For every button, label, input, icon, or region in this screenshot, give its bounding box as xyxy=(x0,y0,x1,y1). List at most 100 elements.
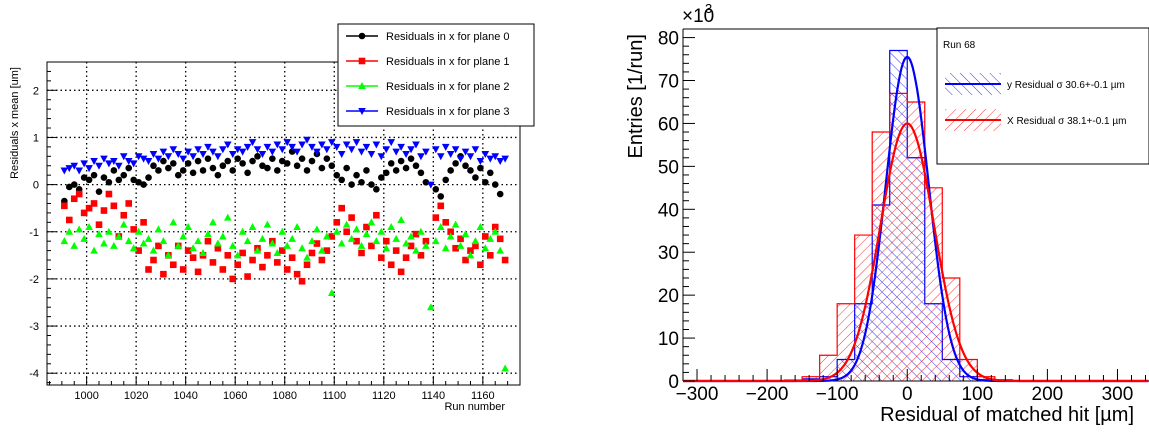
data-point xyxy=(106,191,113,198)
data-point xyxy=(319,257,326,264)
data-point xyxy=(91,200,98,207)
data-point xyxy=(205,238,212,245)
y-tick-label: -1 xyxy=(29,227,39,239)
data-point xyxy=(294,271,301,278)
data-point xyxy=(487,170,494,177)
data-point xyxy=(234,261,241,268)
data-point xyxy=(274,259,281,266)
data-point xyxy=(319,165,326,172)
histogram-bar xyxy=(942,278,960,381)
y-tick-label: -3 xyxy=(29,321,39,333)
histogram-bar xyxy=(907,102,925,381)
data-point xyxy=(467,167,474,174)
data-point xyxy=(170,160,177,167)
data-point xyxy=(393,247,400,254)
data-point xyxy=(71,181,78,188)
data-point xyxy=(492,181,499,188)
data-point xyxy=(462,162,469,169)
y-tick-label: 1 xyxy=(33,132,39,144)
data-point xyxy=(359,33,366,40)
data-point xyxy=(393,167,400,174)
data-point xyxy=(447,167,454,174)
data-point xyxy=(175,172,182,179)
y-tick-label: 20 xyxy=(658,286,679,307)
y-tick-label: -4 xyxy=(29,368,39,380)
x-axis-label: Run number xyxy=(444,401,505,413)
data-point xyxy=(378,174,385,181)
legend-label: X Residual σ 38.1+-0.1 µm xyxy=(1007,116,1127,127)
data-point xyxy=(437,193,444,200)
data-point xyxy=(289,254,296,261)
data-point xyxy=(482,233,489,240)
data-point xyxy=(284,160,291,167)
legend-label: Residuals in x for plane 3 xyxy=(386,106,510,118)
data-point xyxy=(165,165,172,172)
data-point xyxy=(150,257,157,264)
x-tick-label: −100 xyxy=(816,384,859,405)
x-tick-label: −200 xyxy=(746,384,789,405)
data-point xyxy=(338,205,345,212)
data-point xyxy=(96,188,103,195)
x-tick-label: 1120 xyxy=(372,390,396,402)
data-point xyxy=(234,155,241,162)
data-point xyxy=(106,179,113,186)
x-axis-label: Residual of matched hit [µm] xyxy=(880,404,1134,426)
x-tick-label: 1000 xyxy=(74,390,98,402)
data-point xyxy=(324,155,331,162)
data-point xyxy=(96,221,103,228)
data-point xyxy=(86,177,93,184)
data-point xyxy=(215,172,222,179)
data-point xyxy=(185,160,192,167)
data-point xyxy=(264,165,271,172)
data-point xyxy=(200,167,207,174)
x-tick-label: −300 xyxy=(676,384,719,405)
data-point xyxy=(244,170,251,177)
x-tick-label: 300 xyxy=(1102,384,1134,405)
data-point xyxy=(403,165,410,172)
data-point xyxy=(145,266,152,273)
data-point xyxy=(304,261,311,268)
data-point xyxy=(403,254,410,261)
data-point xyxy=(299,155,306,162)
data-point xyxy=(130,226,137,233)
data-point xyxy=(249,158,256,165)
data-point xyxy=(299,278,306,285)
data-point xyxy=(195,158,202,165)
legend-title: Run 68 xyxy=(943,40,976,51)
data-point xyxy=(388,160,395,167)
data-point xyxy=(160,271,167,278)
data-point xyxy=(190,170,197,177)
data-point xyxy=(220,162,227,169)
data-point xyxy=(328,162,335,169)
data-point xyxy=(150,162,157,169)
data-point xyxy=(343,165,350,172)
y-tick-label: 2 xyxy=(33,85,39,97)
data-point xyxy=(190,254,197,261)
x-tick-label: 200 xyxy=(1032,384,1064,405)
x-tick-label: 1140 xyxy=(421,390,445,402)
data-point xyxy=(452,160,459,167)
data-point xyxy=(353,172,360,179)
data-point xyxy=(125,200,132,207)
data-point xyxy=(125,165,132,172)
data-point xyxy=(145,174,152,181)
data-point xyxy=(101,207,108,214)
data-point xyxy=(309,250,316,257)
data-point xyxy=(477,261,484,268)
x-tick-label: 1100 xyxy=(322,390,346,402)
data-point xyxy=(338,177,345,184)
data-point xyxy=(388,261,395,268)
y-tick-label: 40 xyxy=(658,200,679,221)
data-point xyxy=(294,162,301,169)
data-point xyxy=(111,203,118,210)
data-point xyxy=(398,158,405,165)
data-point xyxy=(442,177,449,184)
data-point xyxy=(359,58,366,65)
data-point xyxy=(210,165,217,172)
data-point xyxy=(442,219,449,226)
data-point xyxy=(348,214,355,221)
data-point xyxy=(413,162,420,169)
data-point xyxy=(120,172,127,179)
